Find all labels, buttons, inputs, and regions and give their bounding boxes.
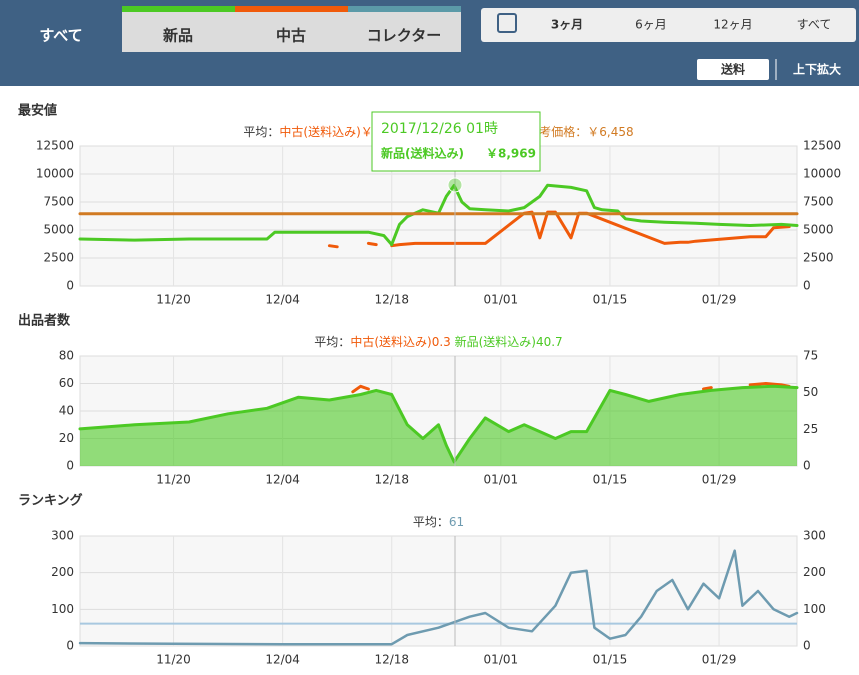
y2-tick-label: 25 — [803, 422, 818, 436]
y2-tick-label: 0 — [803, 459, 811, 473]
y-tick-label: 0 — [66, 639, 74, 653]
range-6m[interactable]: 6ヶ月 — [635, 18, 667, 32]
tab-collector[interactable]: コレクター — [367, 27, 441, 45]
y2-tick-label: 10000 — [803, 167, 841, 181]
x-tick-label: 11/20 — [156, 653, 191, 667]
range-12m[interactable]: 12ヶ月 — [713, 18, 752, 32]
x-tick-label: 01/29 — [702, 293, 737, 307]
legend-value: 0.3 — [432, 335, 455, 349]
subtitle: 平均：中古(送料込み)0.3 新品(送料込み)40.7 — [314, 334, 562, 349]
shipping-button[interactable] — [697, 59, 769, 80]
legend-name: 中古(送料込み) — [279, 124, 360, 139]
avg-value: 61 — [449, 515, 464, 529]
y-tick-label: 5000 — [43, 223, 74, 237]
tab-new[interactable]: 新品 — [163, 27, 193, 45]
y2-tick-label: 0 — [803, 279, 811, 293]
y-tick-label: 20 — [59, 431, 74, 445]
y-tick-label: 0 — [66, 459, 74, 473]
y-tick-label: 100 — [51, 602, 74, 616]
y2-tick-label: 12500 — [803, 139, 841, 153]
avg-label: 平均： — [243, 125, 279, 139]
tab-used-bg[interactable] — [235, 6, 348, 52]
x-tick-label: 01/01 — [484, 293, 519, 307]
x-tick-label: 12/04 — [265, 473, 300, 487]
chart-title: 出品者数 — [18, 313, 71, 329]
y2-tick-label: 300 — [803, 529, 826, 543]
y2-tick-label: 200 — [803, 565, 826, 579]
y-tick-label: 80 — [59, 349, 74, 363]
avg-label: 平均： — [413, 515, 449, 529]
x-tick-label: 12/18 — [374, 473, 409, 487]
y-tick-label: 2500 — [43, 251, 74, 265]
tab-new-bg[interactable] — [122, 6, 235, 52]
zoom-button[interactable]: 上下拡大 — [793, 62, 841, 77]
x-tick-label: 12/18 — [374, 293, 409, 307]
y-tick-label: 60 — [59, 376, 74, 390]
x-tick-label: 12/18 — [374, 653, 409, 667]
tooltip-box — [371, 111, 541, 172]
y-tick-label: 40 — [59, 404, 74, 418]
series-line — [78, 183, 799, 247]
range-all[interactable]: すべて — [797, 18, 832, 32]
x-tick-label: 01/15 — [593, 293, 628, 307]
series-line — [78, 384, 799, 464]
legend-name: 新品(送料込み) — [455, 334, 536, 349]
x-tick-label: 11/20 — [156, 293, 191, 307]
shipping-label[interactable]: 送料 — [720, 62, 745, 77]
y2-tick-label: 75 — [803, 349, 818, 363]
tab-collector-bg[interactable] — [348, 6, 461, 52]
tooltip-date: 2017/12/26 01時 — [381, 121, 498, 137]
y-tick-label: 200 — [51, 565, 74, 579]
series-line — [327, 210, 791, 249]
y2-tick-label: 2500 — [803, 251, 834, 265]
x-tick-label: 01/15 — [593, 653, 628, 667]
tooltip: 2017/12/26 01時 新品(送料込み) ￥8,969 — [371, 111, 541, 172]
hover-point — [447, 177, 463, 193]
range-3m[interactable]: 3ヶ月 — [551, 18, 583, 32]
legend-value: 40.7 — [536, 335, 563, 349]
chart-title: ランキング — [18, 493, 83, 509]
y2-tick-label: 7500 — [803, 195, 834, 209]
x-tick-label: 12/04 — [265, 293, 300, 307]
x-tick-label: 01/29 — [702, 473, 737, 487]
range-panel — [481, 8, 856, 42]
y2-tick-label: 100 — [803, 602, 826, 616]
y2-tick-label: 50 — [803, 385, 818, 399]
series-line — [78, 549, 799, 646]
y-tick-label: 10000 — [36, 167, 74, 181]
y2-tick-label: 5000 — [803, 223, 834, 237]
y-tick-label: 300 — [51, 529, 74, 543]
tab-used-strip — [235, 6, 348, 12]
tooltip-value: ￥8,969 — [486, 147, 536, 161]
y-tick-label: 7500 — [43, 195, 74, 209]
avg-label: 平均： — [314, 335, 350, 349]
tab-used[interactable]: 中古 — [276, 27, 306, 45]
x-tick-label: 01/15 — [593, 473, 628, 487]
tooltip-name: 新品(送料込み) — [381, 146, 464, 161]
x-tick-label: 01/29 — [702, 653, 737, 667]
tab-new-strip — [122, 6, 235, 12]
x-tick-label: 11/20 — [156, 473, 191, 487]
plot-area — [79, 535, 798, 647]
subtitle: 平均：61 — [413, 515, 464, 529]
chart-title: 最安値 — [18, 103, 57, 119]
legend-name: 中古(送料込み) — [350, 334, 431, 349]
legend-value: ：￥6,458 — [575, 125, 633, 139]
y-tick-label: 12500 — [36, 139, 74, 153]
tab-all[interactable]: すべて — [39, 27, 82, 45]
y-tick-label: 0 — [66, 279, 74, 293]
calendar-icon — [497, 13, 517, 33]
x-tick-label: 01/01 — [484, 473, 519, 487]
y2-tick-label: 0 — [803, 639, 811, 653]
x-tick-label: 01/01 — [484, 653, 519, 667]
x-tick-label: 12/04 — [265, 653, 300, 667]
tab-collector-strip — [348, 6, 461, 12]
